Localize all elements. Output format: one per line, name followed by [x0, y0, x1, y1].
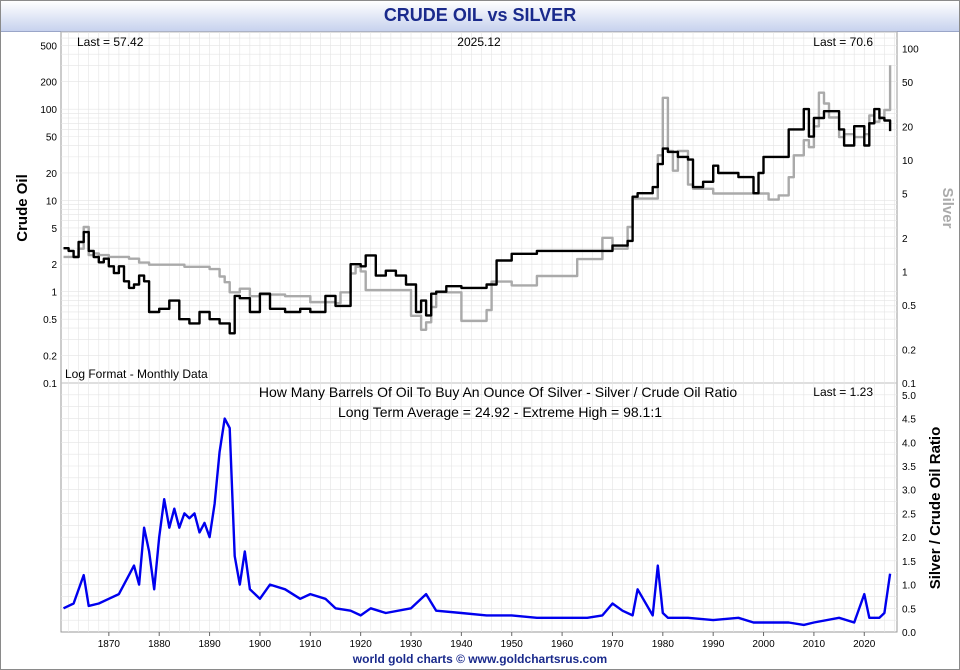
- silver-axis-label: Silver: [939, 188, 956, 229]
- ratio-subtitle: Long Term Average = 24.92 - Extreme High…: [338, 404, 662, 420]
- ratio-tick-label: 4.0: [902, 438, 916, 449]
- x-tick-label: 1940: [450, 639, 473, 650]
- left-tick-label: 0.2: [43, 352, 57, 363]
- right-tick-label: 20: [902, 122, 914, 133]
- x-tick-label: 1960: [551, 639, 574, 650]
- right-tick-label: 2: [902, 234, 908, 245]
- ratio-tick-label: 3.5: [902, 462, 916, 473]
- ratio-tick-label: 5.0: [902, 391, 916, 402]
- x-tick-label: 1980: [652, 639, 675, 650]
- x-tick-label: 1970: [601, 639, 624, 650]
- grid-layer: [61, 31, 897, 632]
- ratio-tick-label: 1.0: [902, 581, 916, 592]
- x-tick-label: 2010: [803, 639, 826, 650]
- left-tick-label: 5: [51, 224, 57, 235]
- series-layer: [62, 65, 892, 627]
- x-tick-label: 1870: [98, 639, 121, 650]
- x-tick-label: 1880: [148, 639, 171, 650]
- tick-layer: 1870 1880 1890 1900 1910 1920 1930 1940 1950 1960…: [40, 41, 919, 650]
- chart-title: CRUDE OIL vs SILVER: [383, 5, 577, 25]
- left-tick-label: 200: [40, 78, 57, 89]
- right-tick-label: 100: [902, 44, 919, 55]
- crude-oil-axis-label: Crude Oil: [14, 174, 31, 242]
- ratio-tick-label: 2.0: [902, 533, 916, 544]
- x-tick-label: 1890: [198, 639, 221, 650]
- x-tick-label: 1910: [299, 639, 322, 650]
- left-tick-label: 0.1: [43, 379, 57, 390]
- left-tick-label: 20: [46, 169, 58, 180]
- ratio-title: How Many Barrels Of Oil To Buy An Ounce …: [259, 384, 737, 400]
- right-tick-label: 5: [902, 189, 908, 200]
- right-tick-label: 0.1: [902, 379, 916, 390]
- ratio-last-annotation: Last = 1.23: [813, 385, 873, 399]
- left-tick-label: 500: [40, 41, 57, 52]
- ratio-axis-label: Silver / Crude Oil Ratio: [927, 427, 944, 590]
- chart-svg: 1870 1880 1890 1900 1910 1920 1930 1940 1950 1960…: [14, 31, 956, 650]
- left-tick-label: 100: [40, 105, 57, 116]
- x-tick-label: 1990: [702, 639, 725, 650]
- x-tick-label: 1950: [501, 639, 524, 650]
- left-tick-label: 1: [51, 288, 57, 299]
- right-tick-label: 50: [902, 78, 914, 89]
- ratio-tick-label: 4.5: [902, 415, 916, 426]
- ratio-tick-label: 2.5: [902, 509, 916, 520]
- bottom-panel-frame: [60, 382, 898, 633]
- right-tick-label: 0.2: [902, 345, 916, 356]
- ratio-tick-label: 1.5: [902, 557, 916, 568]
- oil-last-annotation: Last = 57.42: [77, 35, 144, 49]
- ratio-tick-label: 3.0: [902, 486, 916, 497]
- top-panel-frame: [60, 31, 898, 384]
- x-tick-label: 2020: [853, 639, 876, 650]
- right-tick-label: 0.5: [902, 301, 916, 312]
- left-tick-label: 0.5: [43, 315, 57, 326]
- ratio-line: [62, 417, 892, 627]
- left-tick-label: 2: [51, 260, 57, 271]
- left-tick-label: 10: [46, 196, 58, 207]
- footer-credit: world gold charts © www.goldchartsrus.co…: [352, 652, 608, 666]
- x-tick-label: 1900: [249, 639, 272, 650]
- right-tick-label: 1: [902, 267, 908, 278]
- right-tick-label: 10: [902, 156, 914, 167]
- ratio-tick-label: 0.0: [902, 628, 916, 639]
- crude-oil-line: [63, 107, 892, 335]
- left-tick-label: 50: [46, 133, 58, 144]
- x-tick-label: 1930: [400, 639, 423, 650]
- silver-last-annotation: Last = 70.6: [813, 35, 873, 49]
- silver-line: [63, 65, 892, 331]
- log-format-annotation: Log Format - Monthly Data: [65, 367, 208, 381]
- x-tick-label: 2000: [752, 639, 775, 650]
- date-annotation: 2025.12: [457, 35, 501, 49]
- x-tick-label: 1920: [350, 639, 373, 650]
- ratio-tick-label: 0.5: [902, 604, 916, 615]
